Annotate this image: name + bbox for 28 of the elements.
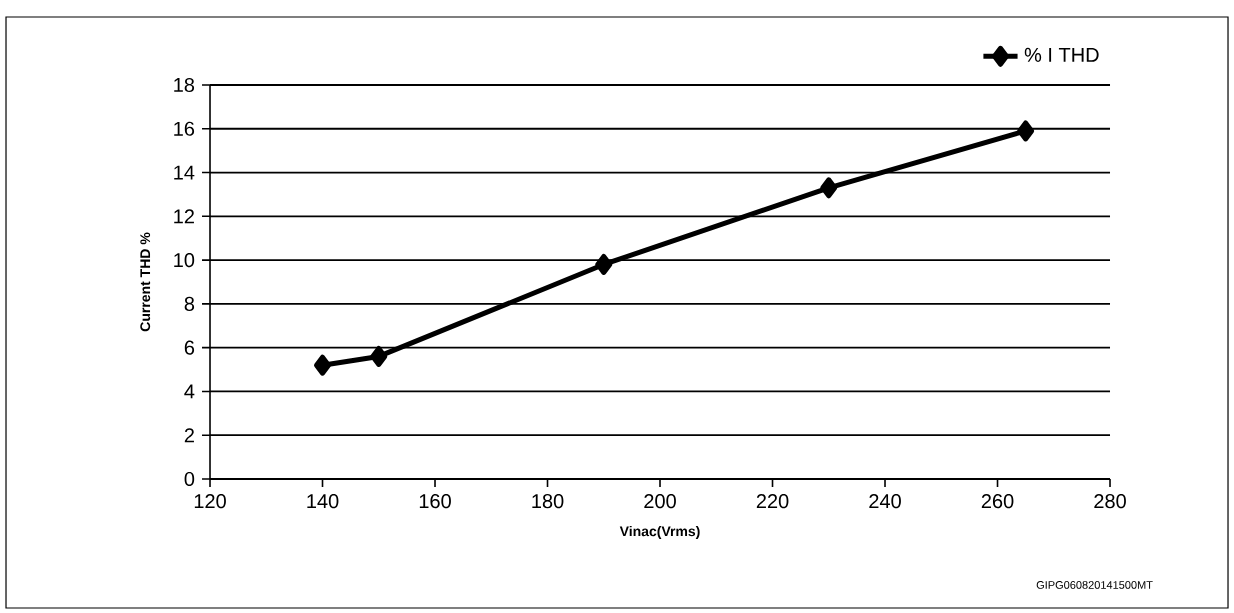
y-tick-label: 0: [184, 471, 195, 487]
y-tick-label: 16: [174, 121, 195, 136]
y-tick-label: 14: [174, 165, 195, 180]
x-axis-title: Vinac(Vrms): [619, 525, 700, 539]
y-tick-label: 12: [174, 209, 194, 224]
x-tick-label: 140: [307, 494, 339, 509]
y-tick-label: 8: [184, 296, 195, 311]
x-tick-label: 240: [869, 494, 901, 509]
y-axis-title: Current THD %: [140, 232, 151, 332]
y-tick-label: 6: [184, 340, 195, 355]
x-tick-label: 280: [1094, 494, 1126, 509]
point: [820, 177, 838, 199]
text: GIPG060820141500MT: [1036, 581, 1153, 589]
y-tick-label: 4: [184, 384, 195, 399]
point: [595, 253, 613, 275]
x-tick-label: 220: [756, 494, 789, 509]
x-tick-label: 200: [644, 494, 676, 509]
x-tick-label: 120: [194, 494, 226, 509]
y-tick-label: 18: [174, 77, 195, 93]
y-tick-label: 10: [174, 253, 195, 268]
x-tick-label: 180: [532, 494, 564, 509]
y-tick-label: 2: [184, 428, 194, 443]
x-tick-label: 160: [419, 494, 451, 509]
point: [1017, 120, 1035, 142]
legend-label: % I THD: [1024, 47, 1099, 62]
x-tick-label: 260: [981, 494, 1014, 509]
point: [314, 354, 332, 376]
point: [370, 345, 388, 367]
